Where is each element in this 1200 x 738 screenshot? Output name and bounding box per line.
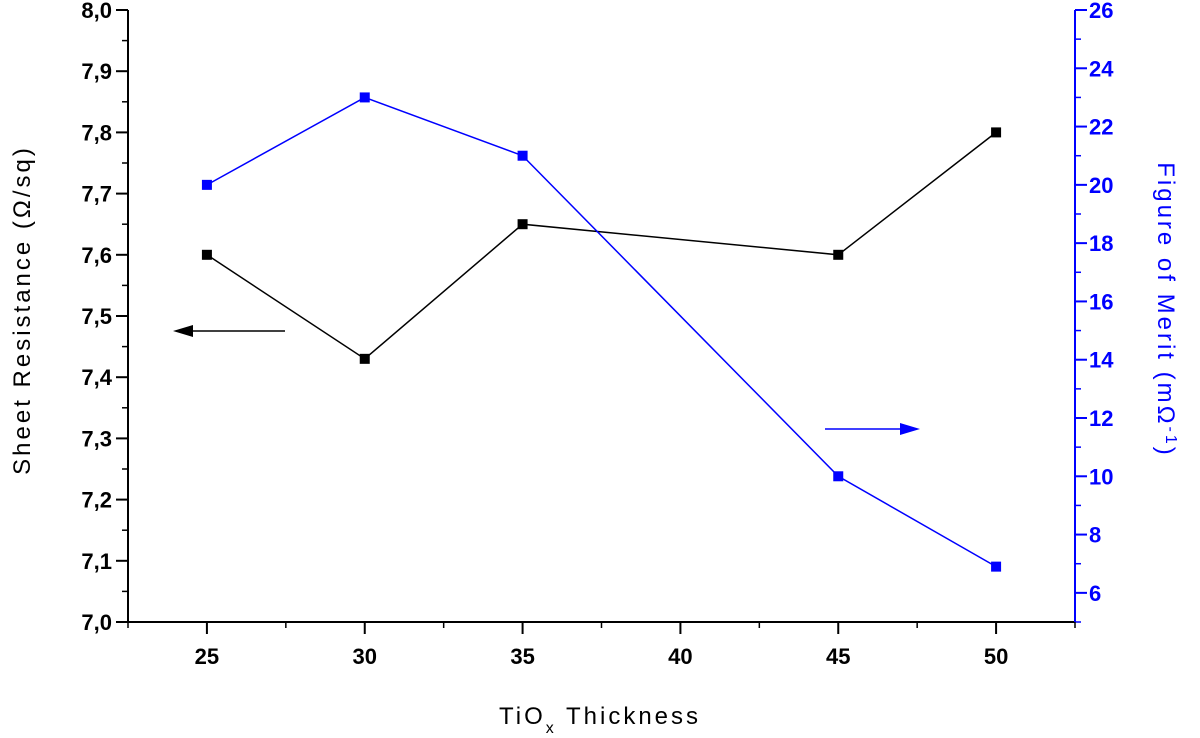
- y-tick-label-left: 7,8: [81, 120, 112, 145]
- y-tick-label-right: 18: [1089, 231, 1113, 256]
- y-axis-title-right-tail: ): [1152, 447, 1179, 458]
- figure-of-merit-data-point: [833, 471, 844, 482]
- x-tick-label: 45: [826, 644, 850, 669]
- y-tick-label-right: 16: [1089, 289, 1113, 314]
- sheet-resistance-data-point: [517, 219, 528, 230]
- y-tick-label-left: 7,0: [81, 610, 112, 635]
- y-tick-label-left: 7,3: [81, 426, 112, 451]
- figure-of-merit-data-point: [991, 561, 1002, 572]
- y-tick-label-right: 8: [1089, 523, 1101, 548]
- x-tick-label: 40: [668, 644, 692, 669]
- y-tick-label-right: 10: [1089, 464, 1113, 489]
- y-tick-label-right: 22: [1089, 115, 1113, 140]
- figure-of-merit-data-point: [201, 179, 212, 190]
- y-tick-label-right: 14: [1089, 348, 1114, 373]
- axis-tick-labels: 7,0 7,1 7,2 7,3 7,4 7,5 7,6 7,7 7,8 7,9 8,0 6 8 10 12 1…: [81, 0, 1114, 669]
- y-tick-label-left: 7,2: [81, 488, 112, 513]
- x-axis-title-subscript: x: [546, 720, 557, 737]
- y-axis-title-right-main: Figure of Merit (mΩ: [1152, 162, 1179, 426]
- figure-of-merit-data-point: [359, 92, 370, 103]
- y-tick-label-left: 7,4: [81, 365, 112, 390]
- sheet-resistance-data-point: [991, 127, 1002, 138]
- y-tick-label-left: 7,6: [81, 243, 112, 268]
- y-tick-label-right: 24: [1089, 56, 1114, 81]
- figure-of-merit-data-point: [517, 150, 528, 161]
- arrow-right-head: [900, 423, 920, 435]
- y-tick-label-left: 7,1: [81, 549, 112, 574]
- x-axis-title-main: TiO: [499, 703, 546, 730]
- x-tick-label: 50: [984, 644, 1008, 669]
- sheet-resistance-data-point: [201, 249, 212, 260]
- data-series: [201, 92, 1002, 572]
- arrow-right-annotation: [825, 423, 920, 435]
- y-tick-label-right: 26: [1089, 0, 1113, 23]
- arrow-left-annotation: [173, 325, 285, 337]
- axis-ticks: [116, 9, 1087, 634]
- y-tick-label-right: 6: [1089, 581, 1101, 606]
- sheet-resistance-data-point: [833, 249, 844, 260]
- y-tick-label-right: 20: [1089, 173, 1113, 198]
- y-tick-label-left: 7,5: [81, 304, 112, 329]
- sheet-resistance-data-point: [359, 353, 370, 364]
- y-axis-title-right-superscript: -1: [1163, 427, 1180, 447]
- x-axis-title-tail: Thickness: [557, 703, 701, 730]
- x-tick-label: 35: [510, 644, 534, 669]
- y-tick-label-left: 7,7: [81, 182, 112, 207]
- y-axis-title-right: Figure of Merit (mΩ-1): [1152, 162, 1180, 458]
- x-axis-title: TiOx Thickness: [499, 703, 701, 737]
- x-tick-label: 30: [353, 644, 377, 669]
- y-axis-title-left: Sheet Resistance (Ω/sq): [9, 145, 36, 475]
- annotation-arrows: [173, 325, 920, 435]
- sheet-resistance-series-line: [206, 131, 997, 360]
- y-tick-label-left: 7,9: [81, 59, 112, 84]
- x-tick-label: 25: [195, 644, 219, 669]
- y-tick-label-left: 8,0: [81, 0, 112, 23]
- y-tick-label-right: 12: [1089, 406, 1113, 431]
- arrow-left-head: [173, 325, 193, 337]
